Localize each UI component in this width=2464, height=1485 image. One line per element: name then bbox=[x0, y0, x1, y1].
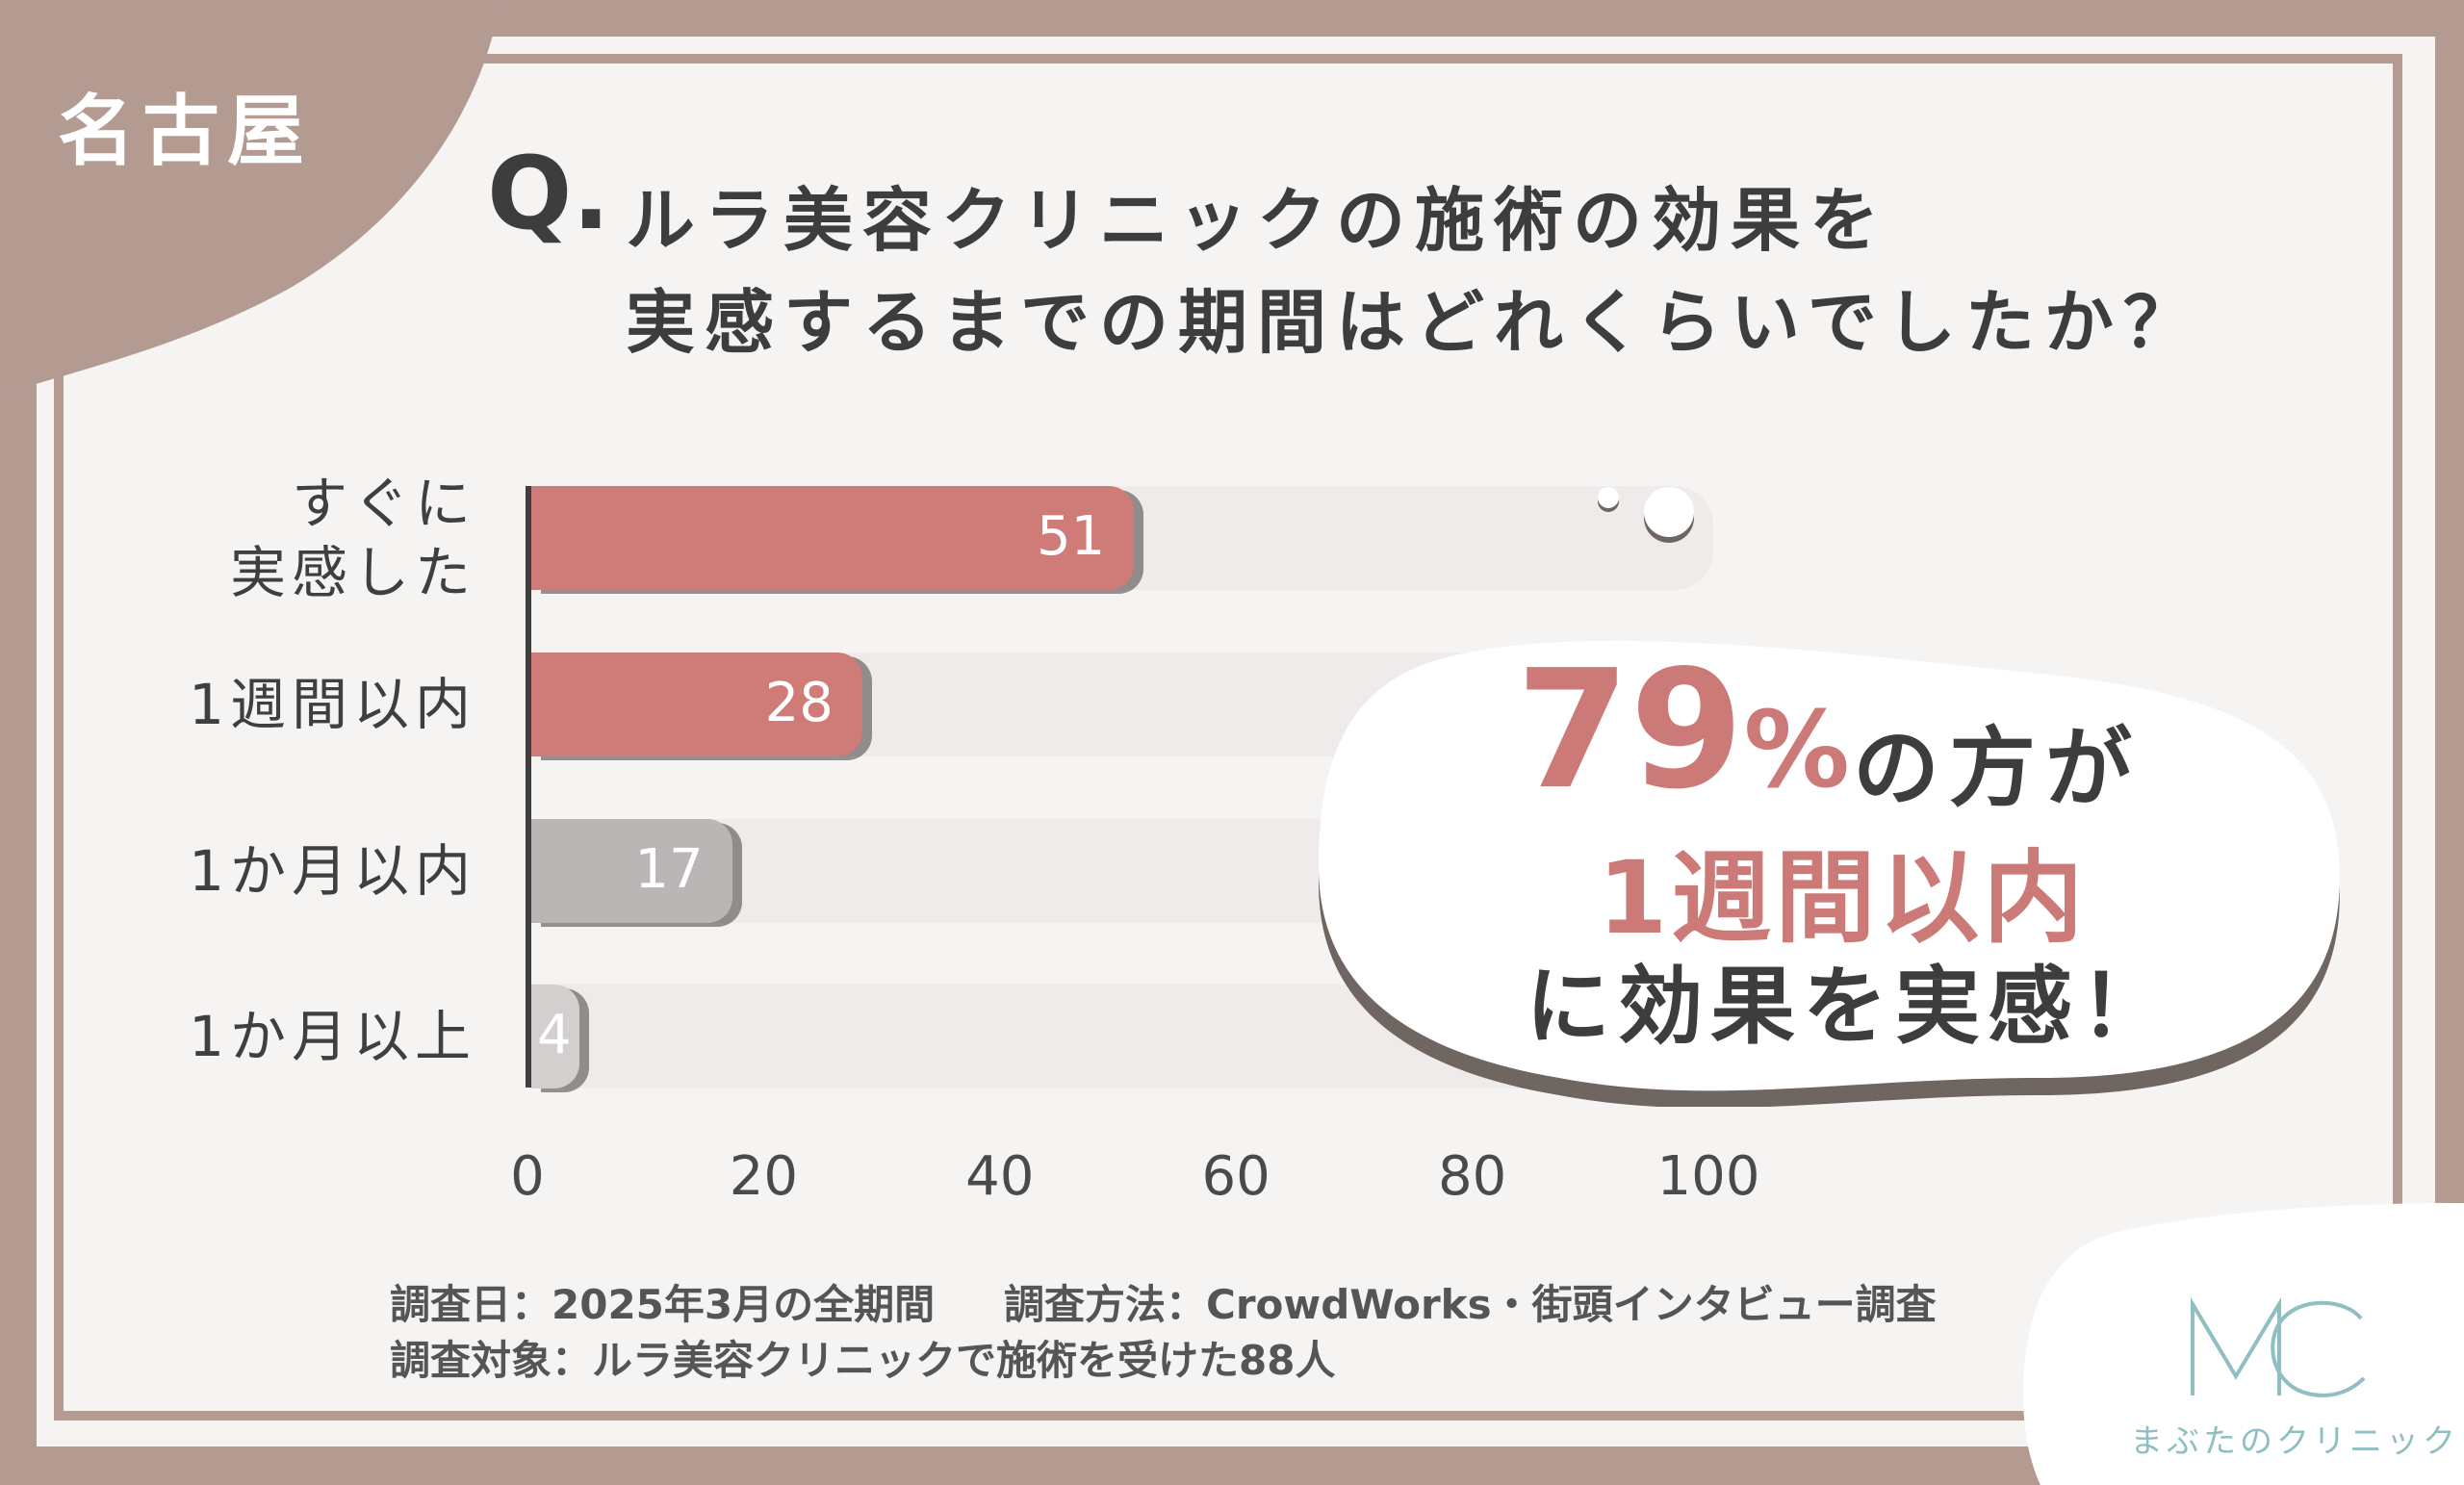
bar bbox=[531, 653, 862, 756]
y-axis-line bbox=[526, 486, 531, 1088]
highlight-percent-value: 79 bbox=[1516, 635, 1744, 826]
highlight-line-3: に効果を実感！ bbox=[1526, 957, 2173, 1056]
bar-value-label: 51 bbox=[1037, 505, 1106, 568]
highlight-bubble bbox=[1319, 640, 2340, 1107]
x-tick-label: 100 bbox=[1656, 1145, 1760, 1208]
survey-date-note: 調査日：2025年3月の全期間 bbox=[390, 1281, 936, 1328]
survey-method-note: 調査方法：CrowdWorks・街頭インタビュー調査 bbox=[1004, 1281, 1937, 1328]
decorative-dot bbox=[1598, 487, 1619, 508]
survey-target-note: 調査対象：ルラ美容クリニックで施術を受けた88人 bbox=[390, 1337, 1336, 1384]
bar bbox=[531, 486, 1135, 590]
corner-blob bbox=[0, 0, 500, 395]
category-label: すぐに 実感した bbox=[230, 469, 476, 607]
bar-value-label: 28 bbox=[764, 672, 834, 734]
highlight-percent: 79% bbox=[1516, 635, 1850, 826]
x-tick-label: 60 bbox=[1201, 1145, 1270, 1208]
x-tick-label: 40 bbox=[965, 1145, 1035, 1208]
region-label: 名古屋 bbox=[58, 87, 312, 176]
category-label-line: 1か月以上 bbox=[189, 1004, 476, 1069]
category-label-line: 実感した bbox=[229, 540, 476, 605]
question-line-2: 実感するまでの期間はどれくらいでしたか？ bbox=[626, 282, 2202, 363]
highlight-line-1-rest: の方が bbox=[1853, 718, 2142, 819]
x-tick-label: 20 bbox=[729, 1145, 799, 1208]
category-label: 1か月以内 bbox=[189, 836, 476, 906]
question-line-1: ルラ美容クリニックの施術の効果を bbox=[626, 180, 1889, 261]
decorative-dot bbox=[1644, 487, 1694, 537]
bar-value-label: 4 bbox=[537, 1004, 572, 1066]
category-label: 1か月以上 bbox=[189, 1002, 476, 1071]
bar bbox=[531, 819, 732, 923]
clinic-logo-name: まぶたのクリニック bbox=[2130, 1422, 2459, 1461]
logo-blob bbox=[2022, 1203, 2464, 1485]
category-label: 1週間以内 bbox=[189, 670, 476, 739]
bar-value-label: 17 bbox=[634, 838, 704, 901]
highlight-percent-sign: % bbox=[1743, 688, 1850, 811]
category-label-line: 1か月以内 bbox=[189, 838, 476, 904]
question-mark: Q. bbox=[487, 135, 610, 252]
x-tick-label: 0 bbox=[510, 1145, 545, 1208]
bar bbox=[531, 985, 579, 1088]
category-label-line: すぐに bbox=[291, 471, 476, 536]
category-label-line: 1週間以内 bbox=[189, 672, 476, 737]
x-tick-label: 80 bbox=[1437, 1145, 1507, 1208]
highlight-line-2: 1週間以内 bbox=[1598, 839, 2088, 957]
clinic-logo-icon bbox=[2191, 1296, 2366, 1397]
card-frame bbox=[54, 54, 2402, 1421]
